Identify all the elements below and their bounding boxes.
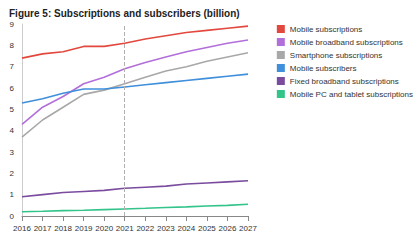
svg-text:3: 3 — [10, 148, 15, 157]
svg-text:5: 5 — [10, 105, 15, 114]
svg-text:2016: 2016 — [13, 224, 31, 233]
svg-text:2024: 2024 — [177, 224, 195, 233]
svg-text:7: 7 — [10, 62, 15, 71]
svg-text:2: 2 — [10, 169, 15, 178]
svg-text:8: 8 — [10, 41, 15, 50]
svg-text:2020: 2020 — [95, 224, 113, 233]
svg-text:Mobile broadband subscriptions: Mobile broadband subscriptions — [290, 38, 403, 47]
svg-text:2023: 2023 — [157, 224, 175, 233]
svg-text:Mobile subscribers: Mobile subscribers — [290, 64, 357, 73]
svg-text:1: 1 — [10, 190, 15, 199]
svg-text:2021: 2021 — [116, 224, 134, 233]
svg-text:2027: 2027 — [239, 224, 257, 233]
svg-text:9: 9 — [10, 20, 15, 29]
svg-text:Figure 5: Subscriptions and su: Figure 5: Subscriptions and subscribers … — [9, 8, 240, 19]
svg-text:2019: 2019 — [75, 224, 93, 233]
svg-text:6: 6 — [10, 84, 15, 93]
svg-text:4: 4 — [10, 126, 15, 135]
svg-text:Mobile subscriptions: Mobile subscriptions — [290, 25, 362, 34]
svg-text:0: 0 — [10, 212, 15, 221]
svg-text:Fixed broadband subscriptions: Fixed broadband subscriptions — [290, 77, 399, 86]
svg-text:Mobile PC and tablet subscript: Mobile PC and tablet subscriptions — [290, 90, 413, 99]
svg-text:2018: 2018 — [54, 224, 72, 233]
svg-text:2017: 2017 — [34, 224, 52, 233]
svg-text:Smartphone subscriptions: Smartphone subscriptions — [290, 51, 383, 60]
svg-text:2022: 2022 — [136, 224, 154, 233]
svg-text:2025: 2025 — [198, 224, 216, 233]
svg-text:2026: 2026 — [219, 224, 237, 233]
